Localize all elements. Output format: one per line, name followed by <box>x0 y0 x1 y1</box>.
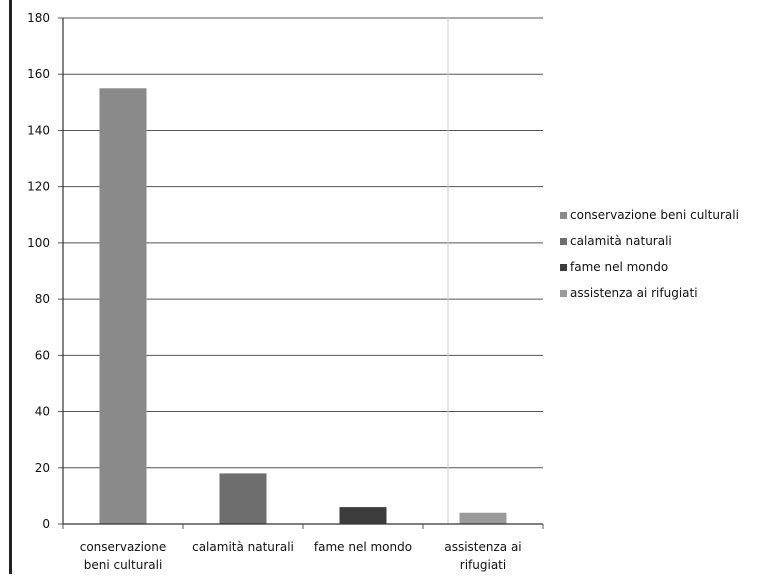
y-tick-label: 20 <box>35 461 50 475</box>
legend-swatch <box>560 212 567 219</box>
y-tick-label: 60 <box>35 348 50 362</box>
x-category-labels: conservazione beni culturali calamità natu… <box>80 540 522 572</box>
legend-label: calamità naturali <box>570 234 672 248</box>
left-edge-border <box>9 0 12 574</box>
bar <box>339 507 387 524</box>
legend: conservazione beni culturali calamità nat… <box>560 208 739 300</box>
legend-label: fame nel mondo <box>570 260 668 274</box>
y-tick-labels: 0 20 40 60 80 100 120 140 160 180 <box>27 11 50 531</box>
x-category-label: beni culturali <box>84 558 163 572</box>
legend-label: conservazione beni culturali <box>570 208 739 222</box>
legend-swatch <box>560 264 567 271</box>
x-category-label: fame nel mondo <box>314 540 412 554</box>
y-tick-label: 100 <box>27 236 50 250</box>
x-category-label: rifugiati <box>460 558 506 572</box>
legend-label: assistenza ai rifugiati <box>570 286 698 300</box>
y-tick-label: 140 <box>27 123 50 137</box>
bar <box>219 473 267 524</box>
y-tick-label: 40 <box>35 405 50 419</box>
bar <box>99 88 147 525</box>
y-tick-label: 80 <box>35 292 50 306</box>
bar <box>459 512 507 524</box>
y-tick-label: 160 <box>27 67 50 81</box>
y-tick-label: 180 <box>27 11 50 25</box>
x-category-label: assistenza ai <box>444 540 521 554</box>
legend-swatch <box>560 238 567 245</box>
x-category-label: calamità naturali <box>192 540 294 554</box>
x-category-label: conservazione <box>80 540 167 554</box>
axes <box>58 17 544 529</box>
bars <box>99 88 507 525</box>
legend-swatch <box>560 290 567 297</box>
y-tick-label: 0 <box>42 517 50 531</box>
y-tick-label: 120 <box>27 180 50 194</box>
